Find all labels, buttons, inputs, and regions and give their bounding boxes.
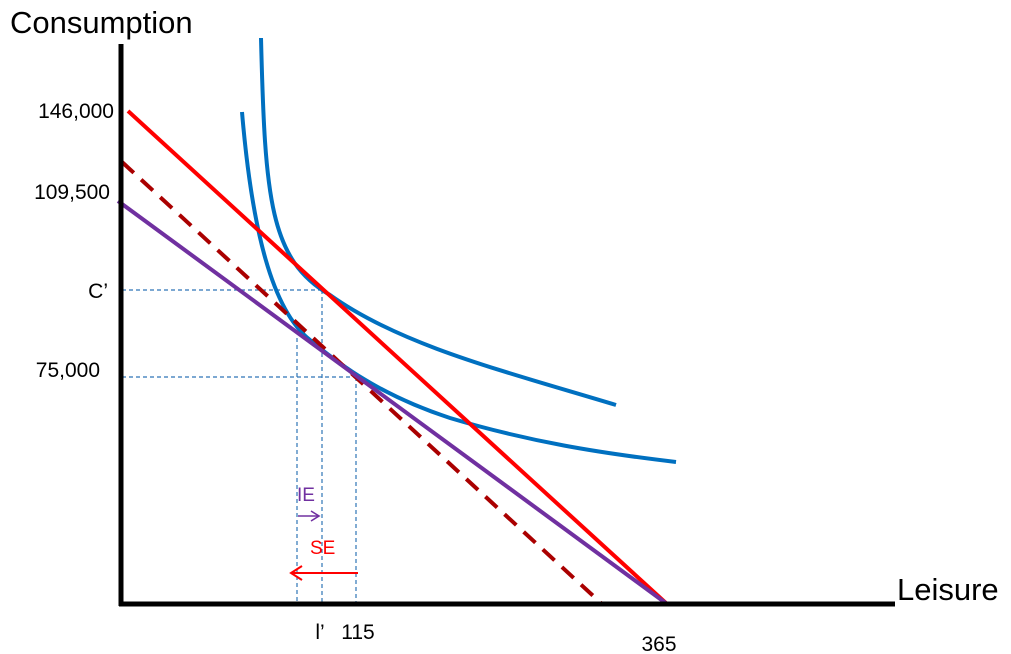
substitution-effect-arrowhead xyxy=(289,565,303,581)
y-tick-c-prime: C’ xyxy=(88,280,108,303)
x-axis-title: Leisure xyxy=(897,572,999,607)
y-axis-title: Consumption xyxy=(10,5,193,40)
income-effect-arrowhead xyxy=(310,510,321,522)
x-tick-365: 365 xyxy=(641,633,676,654)
budget-line-compensated xyxy=(120,160,604,606)
y-tick-146000: 146,000 xyxy=(38,100,114,123)
y-tick-75000: 75,000 xyxy=(36,359,100,382)
guide-lines xyxy=(122,289,357,604)
indifference-curve-higher xyxy=(259,37,617,407)
budget-line-original xyxy=(126,109,669,606)
indifference-curve-lower xyxy=(240,111,677,464)
x-tick-115: 115 xyxy=(341,621,374,644)
x-tick-l-prime: l’ xyxy=(315,621,324,644)
budget-line-new xyxy=(116,199,669,606)
y-tick-109500: 109,500 xyxy=(34,181,110,204)
income-effect-label: IE xyxy=(297,485,315,506)
substitution-effect-label: SE xyxy=(310,538,335,559)
